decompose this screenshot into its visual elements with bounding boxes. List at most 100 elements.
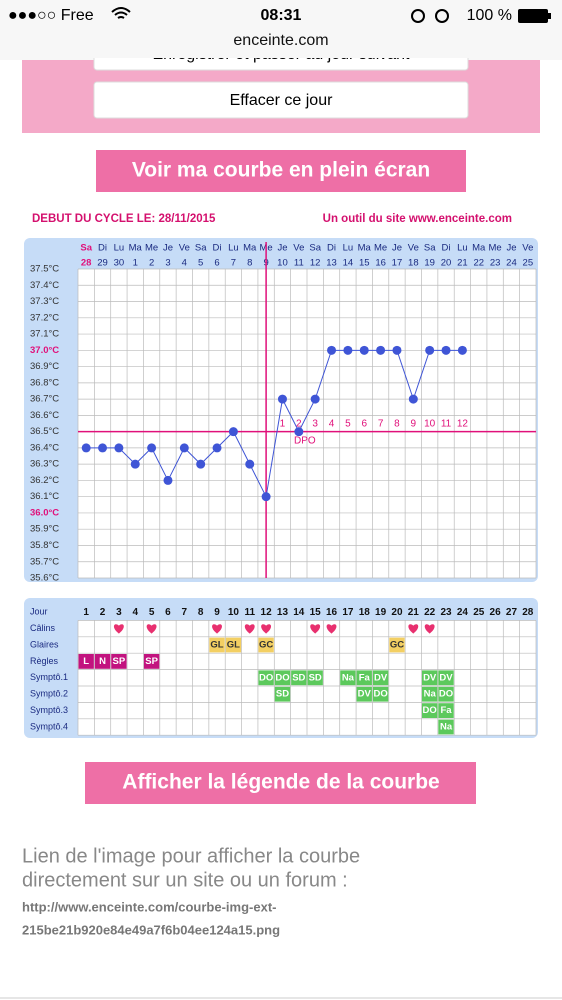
fullscreen-button-label[interactable]: Voir ma courbe en plein écran	[132, 159, 430, 182]
weekday-label: Ve	[522, 243, 533, 254]
temperature-point	[114, 443, 124, 453]
temperature-point	[343, 345, 353, 355]
dpo-number: 5	[345, 418, 351, 429]
temperature-point	[277, 394, 287, 404]
clear-button[interactable]	[93, 81, 469, 119]
day-number: 17	[342, 607, 354, 618]
clock: 08:31	[261, 7, 302, 24]
weekday-label: Sa	[424, 243, 436, 254]
weekday-label: Ma	[472, 243, 486, 254]
code-label: L	[83, 656, 89, 667]
y-tick-label: 35.9°C	[30, 524, 59, 535]
weekday-label: Lu	[228, 243, 239, 254]
code-label: DO	[423, 705, 437, 716]
dpo-number: 11	[441, 418, 452, 429]
x-tick-label: 7	[231, 258, 236, 269]
carrier: ●●●○○ Free	[8, 7, 94, 24]
x-tick-label: 1	[133, 258, 138, 269]
temperature-point	[310, 394, 320, 404]
x-tick-label: 23	[490, 258, 501, 269]
x-tick-label: 18	[408, 258, 419, 269]
link-url[interactable]: http://www.enceinte.com/courbe-img-ext-	[22, 899, 276, 914]
y-tick-label: 37.5°C	[30, 264, 59, 275]
code-cell	[389, 637, 405, 653]
code-label: DO	[439, 689, 453, 700]
y-tick-label: 35.7°C	[30, 556, 59, 567]
alarm-icon	[435, 9, 449, 23]
code-cell	[438, 686, 454, 702]
code-cell	[143, 654, 160, 669]
x-tick-label: 11	[294, 258, 304, 269]
code-cell	[422, 703, 438, 718]
temperature-point	[147, 443, 157, 453]
day-number: 23	[440, 607, 452, 618]
code-cell	[94, 654, 111, 669]
link-caption: Lien de l'image pour afficher la courbe	[22, 845, 360, 867]
x-tick-label: 20	[441, 258, 452, 269]
row-label: Symptô.3	[30, 705, 68, 715]
day-number: 13	[277, 607, 289, 618]
y-tick-label: 36.2°C	[30, 475, 59, 486]
dpo-number: 4	[329, 418, 335, 429]
weekday-label: Je	[392, 243, 402, 254]
weekday-label: Ma	[243, 243, 257, 254]
y-tick-label: 36.9°C	[30, 361, 59, 372]
temperature-point	[81, 443, 91, 453]
code-label: DV	[423, 672, 437, 683]
x-tick-label: 29	[97, 258, 108, 269]
weekday-label: Di	[98, 243, 107, 254]
weekday-label: Me	[374, 243, 387, 254]
heart	[424, 624, 435, 634]
temperature-point	[130, 459, 140, 469]
y-tick-label: 36.0°C	[30, 507, 59, 518]
row-label: Règles	[30, 656, 59, 666]
day-number: 4	[132, 607, 138, 618]
link-url[interactable]: 215be21b920e84e49a7f6b04ee124a15.png	[22, 922, 280, 937]
weekday-label: Ma	[358, 243, 372, 254]
url-bar-text: enceinte.com	[233, 32, 328, 49]
clear-button-label[interactable]: Effacer ce jour	[230, 92, 334, 109]
legend-button[interactable]	[85, 762, 476, 804]
row-label: Symptô.4	[30, 721, 68, 731]
day-number: 8	[198, 607, 204, 618]
day-number: 28	[522, 607, 534, 618]
x-tick-label: 3	[165, 258, 170, 269]
day-number: 22	[424, 607, 436, 618]
temperature-point	[392, 345, 402, 355]
code-cell	[258, 670, 274, 686]
temperature-point	[245, 459, 255, 469]
fullscreen-button[interactable]	[96, 150, 466, 192]
code-label: SP	[145, 656, 158, 667]
code-label: SD	[309, 672, 322, 683]
code-label: DV	[358, 689, 372, 700]
battery-icon	[518, 9, 548, 23]
day-number: 7	[182, 607, 188, 618]
heart	[326, 624, 337, 634]
code-label: GL	[227, 640, 240, 651]
code-label: Fa	[359, 672, 371, 683]
day-number: 12	[261, 607, 273, 618]
weekday-label: Ve	[293, 243, 304, 254]
x-tick-label: 17	[392, 258, 403, 269]
weekday-label: Sa	[80, 243, 92, 254]
dpo-number: 6	[361, 418, 367, 429]
day-number: 18	[359, 607, 371, 618]
code-cell	[372, 686, 389, 702]
day-number: 11	[244, 607, 255, 618]
code-label: DV	[374, 672, 388, 683]
weekday-label: Ve	[179, 243, 190, 254]
code-cell	[422, 670, 438, 686]
heart	[244, 624, 255, 634]
y-tick-label: 36.3°C	[30, 459, 59, 470]
legend-button-label[interactable]: Afficher la légende de la courbe	[122, 771, 439, 794]
weekday-label: Lu	[343, 243, 354, 254]
y-tick-label: 36.7°C	[30, 394, 59, 405]
x-tick-label: 13	[326, 258, 337, 269]
row-label: Câlins	[30, 623, 56, 633]
heart	[310, 624, 321, 634]
y-tick-label: 36.6°C	[30, 410, 59, 421]
code-cell	[209, 637, 225, 653]
temperature-point	[261, 492, 271, 502]
code-label: DO	[259, 672, 273, 683]
